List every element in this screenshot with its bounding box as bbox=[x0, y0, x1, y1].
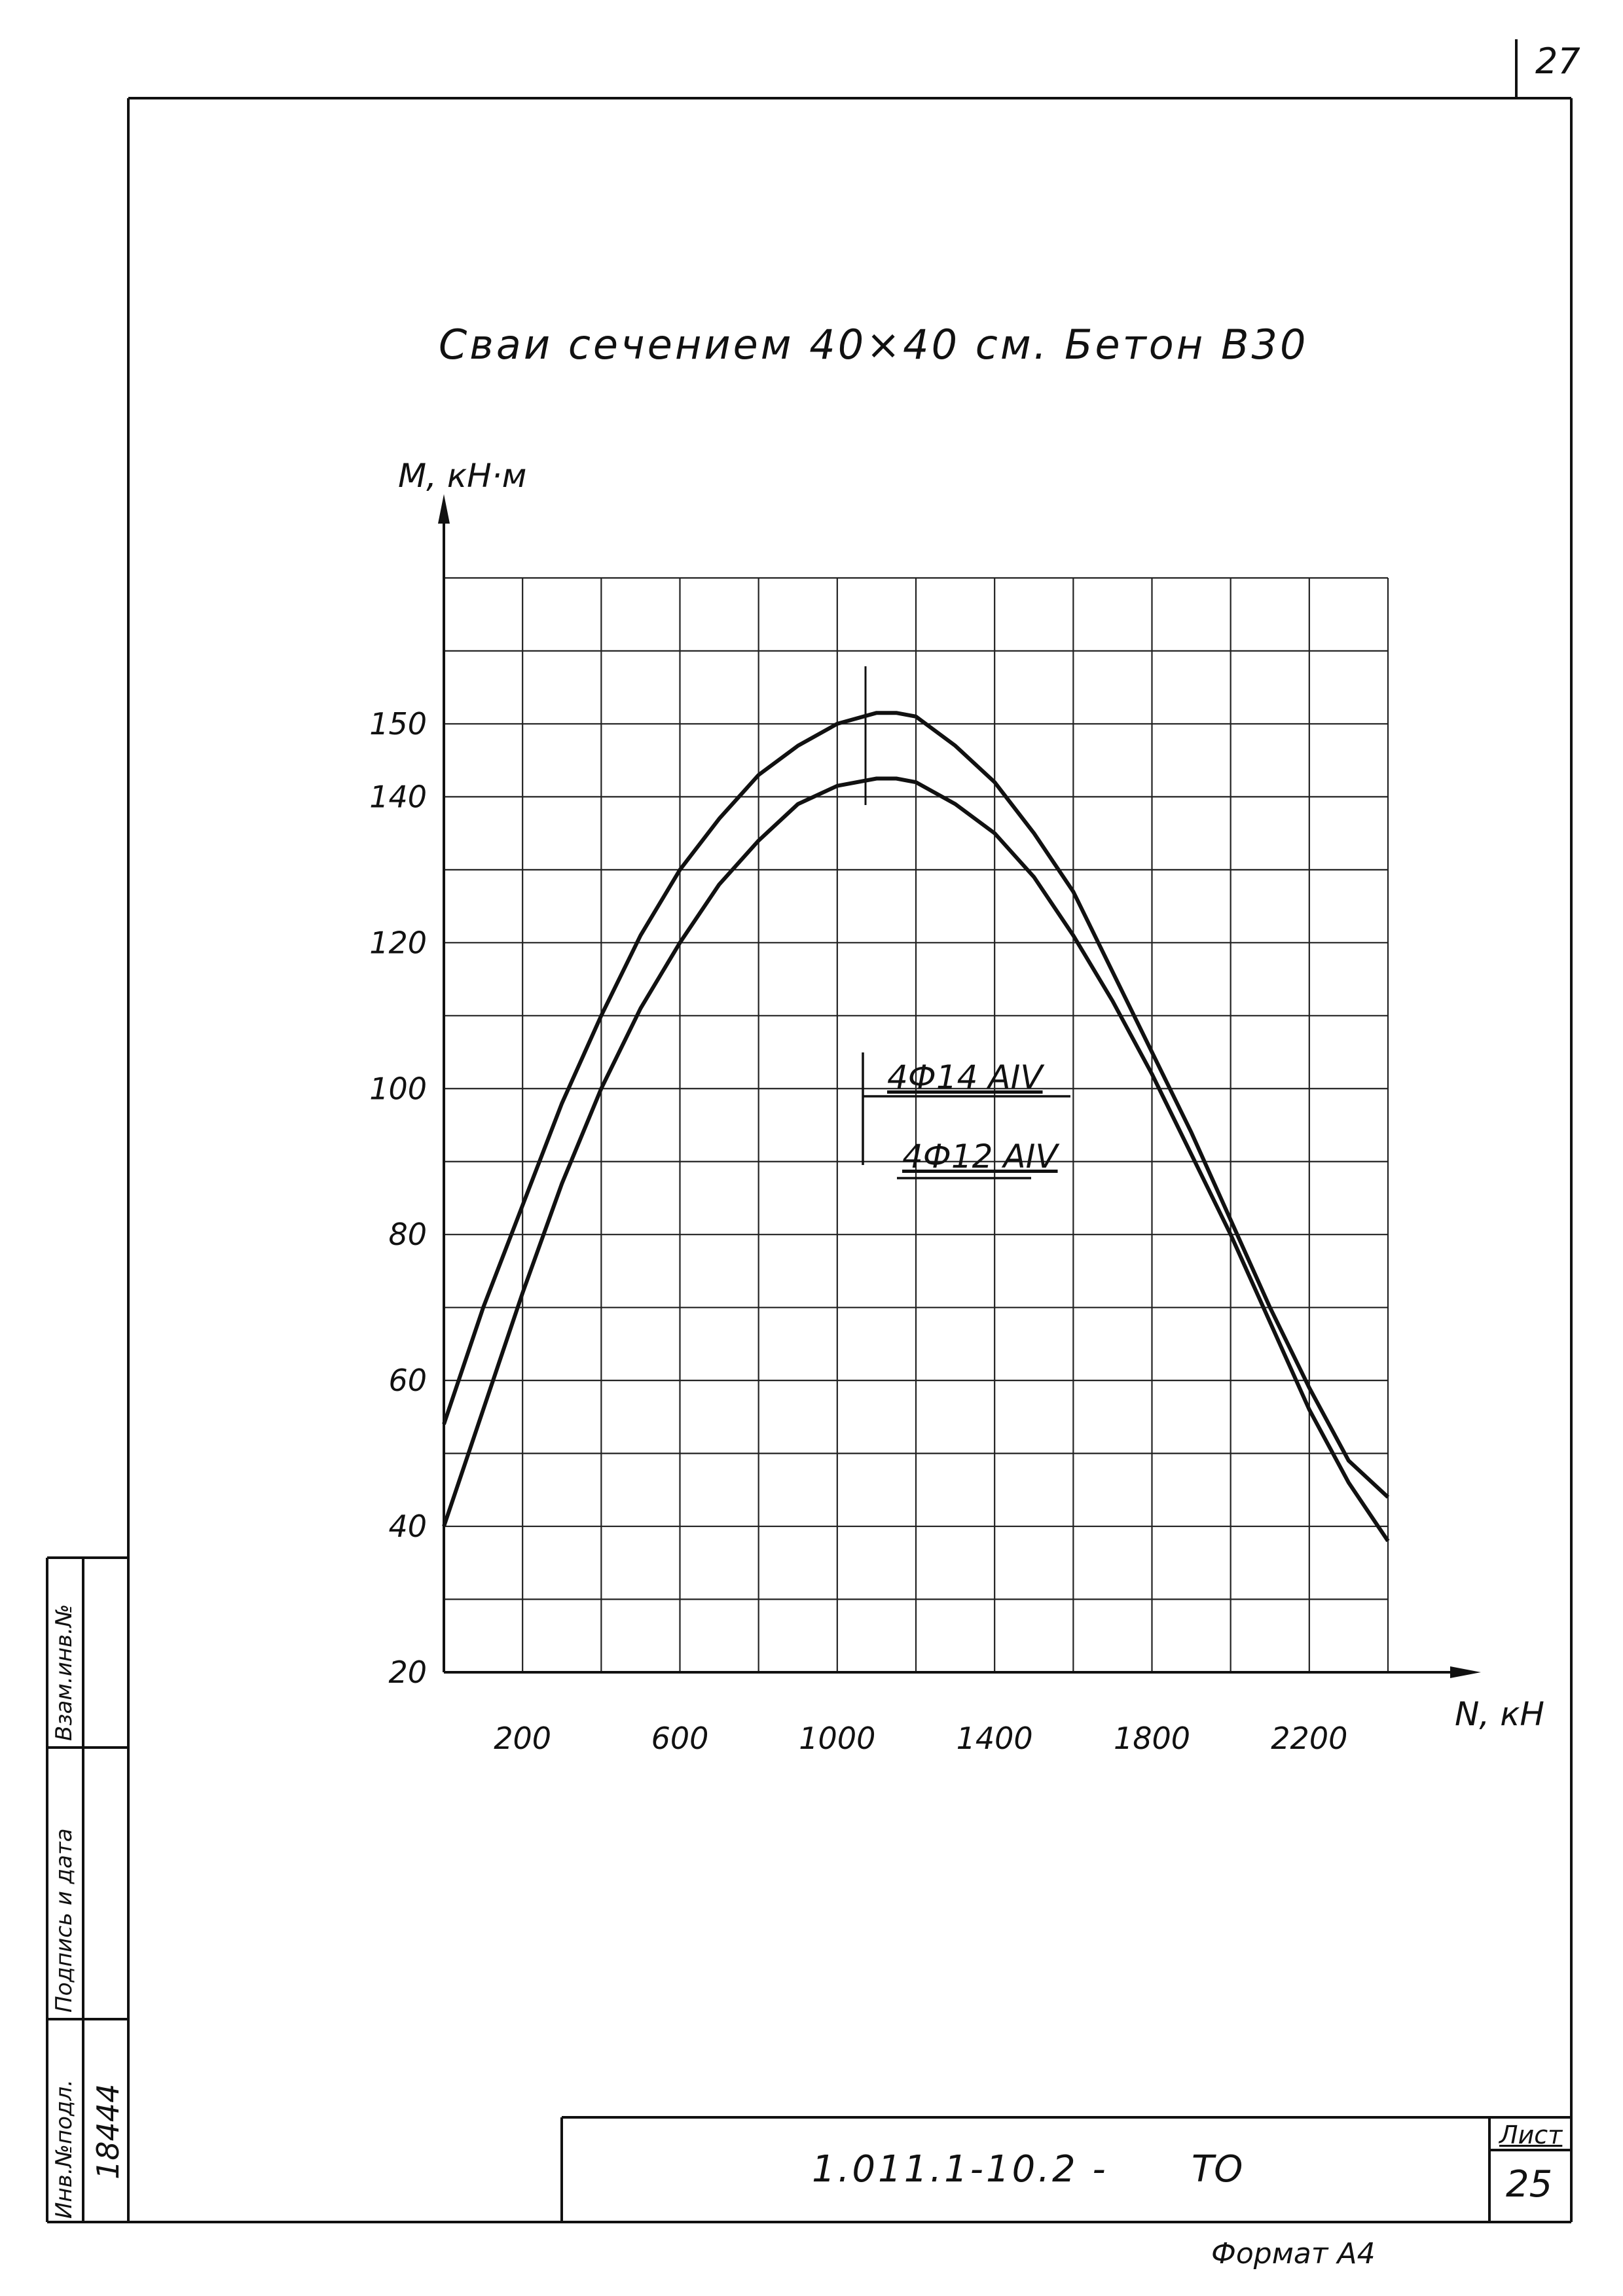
chart-series bbox=[442, 711, 1390, 1543]
document-suffix: ТО bbox=[1192, 2148, 1243, 2191]
sheet-label: Лист bbox=[1499, 2121, 1563, 2149]
inv-value: 18444 bbox=[90, 2083, 126, 2179]
inv-label: Инв.№подл. bbox=[51, 2079, 77, 2219]
sign-date-label: Подпись и дата bbox=[51, 1828, 77, 2013]
replace-label: Взам.инв.№ bbox=[51, 1604, 77, 1741]
chart-axes bbox=[438, 494, 1481, 1678]
series-line-lower bbox=[442, 776, 1390, 1543]
chart-tick-labels: 200 600 1000 1400 1800 2200 20 40 60 80 100 120 140 1… bbox=[369, 706, 1347, 1756]
y-tick-label: 140 bbox=[369, 779, 427, 814]
x-tick-label: 1400 bbox=[957, 1721, 1033, 1756]
x-tick-label: 1800 bbox=[1114, 1721, 1190, 1756]
document-code: 1.011.1-10.2 - bbox=[812, 2148, 1108, 2191]
x-axis-arrow bbox=[1450, 1666, 1481, 1678]
x-tick-label: 2200 bbox=[1271, 1721, 1347, 1756]
y-tick-label: 20 bbox=[388, 1655, 427, 1690]
page-number: 27 bbox=[1535, 41, 1580, 82]
y-axis-arrow bbox=[438, 494, 450, 524]
format-label: Формат А4 bbox=[1211, 2237, 1376, 2270]
y-tick-label: 80 bbox=[388, 1217, 427, 1252]
y-tick-label: 100 bbox=[369, 1071, 427, 1106]
sheet-number: 25 bbox=[1506, 2163, 1553, 2206]
series-line-upper bbox=[442, 711, 1390, 1499]
y-axis-label: М, кН·м bbox=[398, 457, 527, 495]
y-tick-label: 40 bbox=[388, 1509, 427, 1544]
y-tick-label: 120 bbox=[369, 925, 427, 960]
x-tick-label: 600 bbox=[651, 1721, 709, 1756]
x-tick-label: 200 bbox=[494, 1721, 551, 1756]
legend-lines bbox=[862, 666, 1070, 1179]
x-tick-label: 1000 bbox=[799, 1721, 875, 1756]
x-axis-label: N, кН bbox=[1455, 1695, 1544, 1733]
chart-title: Сваи сечением 40×40 см. Бетон В30 bbox=[439, 321, 1309, 368]
y-tick-label: 60 bbox=[388, 1363, 427, 1398]
legend-lower: 4Ф12 АIV bbox=[902, 1138, 1058, 1175]
legend-upper: 4Ф14 АIV bbox=[887, 1058, 1043, 1096]
y-tick-label: 150 bbox=[369, 706, 427, 742]
drawing-frame bbox=[46, 39, 1573, 2223]
